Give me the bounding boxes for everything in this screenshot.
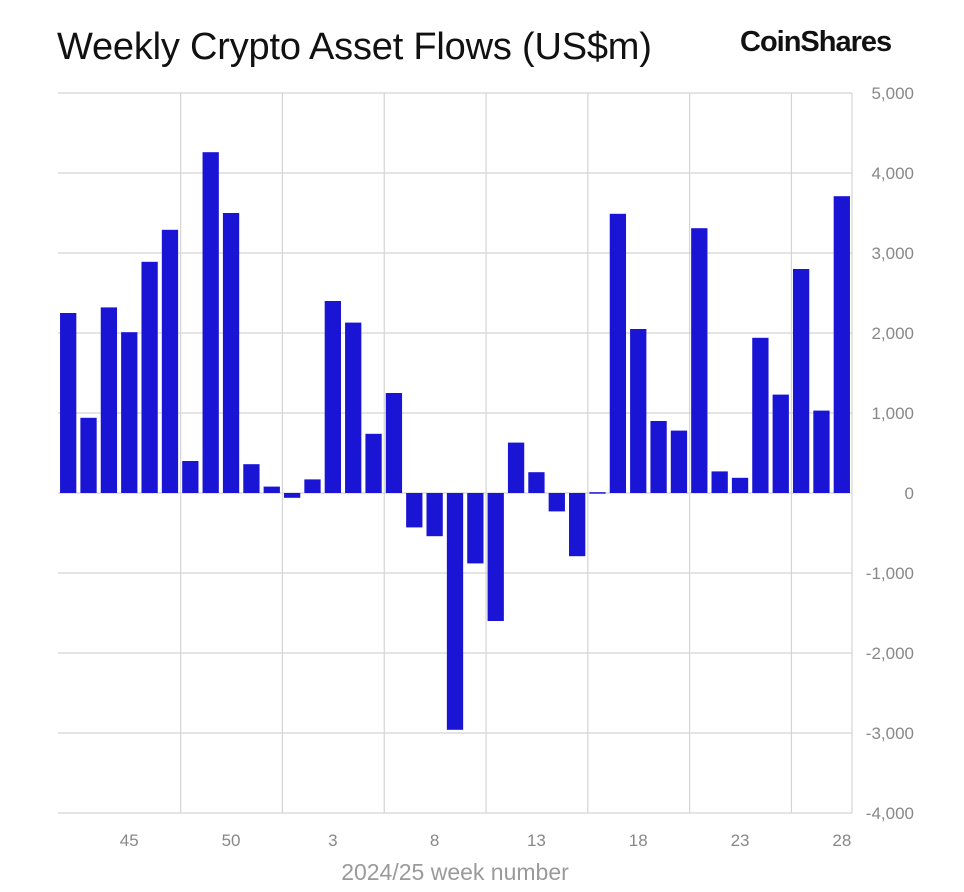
bar-week-3 bbox=[324, 301, 341, 493]
y-tick-label: 0 bbox=[905, 484, 914, 503]
bar-week-20 bbox=[670, 430, 688, 493]
bar-week-22 bbox=[711, 471, 728, 493]
bar-week-49 bbox=[202, 152, 219, 493]
vertical-gridlines bbox=[180, 93, 853, 813]
bar-week-14 bbox=[548, 493, 565, 512]
bar-week-28 bbox=[833, 196, 850, 493]
bar-week-1 bbox=[283, 493, 301, 498]
bar-week-21 bbox=[691, 228, 708, 493]
bar-week-46 bbox=[141, 261, 158, 493]
x-axis-title: 2024/25 week number bbox=[341, 859, 569, 885]
bar-week-4 bbox=[345, 322, 362, 493]
y-tick-label: 1,000 bbox=[871, 404, 914, 423]
bar-week-47 bbox=[161, 229, 179, 494]
bar-week-43 bbox=[80, 417, 97, 493]
bar-week-12 bbox=[507, 442, 525, 493]
bar-week-25 bbox=[772, 394, 789, 493]
y-tick-label: 4,000 bbox=[871, 164, 914, 183]
bar-week-11 bbox=[487, 493, 504, 621]
bar-week-8 bbox=[426, 493, 443, 537]
y-tick-label: 2,000 bbox=[871, 324, 914, 343]
x-tick-label: 18 bbox=[629, 831, 648, 850]
x-tick-label: 28 bbox=[832, 831, 851, 850]
y-tick-label: -3,000 bbox=[866, 724, 914, 743]
bar-week-10 bbox=[467, 493, 484, 564]
bar-series bbox=[60, 152, 850, 730]
x-axis-tick-labels: 45 50 3 8 13 18 23 28 bbox=[120, 831, 851, 850]
bar-week-16 bbox=[589, 492, 606, 494]
y-tick-label: 3,000 bbox=[871, 244, 914, 263]
x-tick-label: 50 bbox=[222, 831, 241, 850]
chart-title: Weekly Crypto Asset Flows (US$m) bbox=[57, 26, 652, 68]
y-tick-label: -1,000 bbox=[866, 564, 914, 583]
bar-week-23 bbox=[731, 477, 749, 493]
bar-week-17 bbox=[609, 213, 627, 494]
bar-week-50 bbox=[222, 213, 240, 493]
y-tick-label: 5,000 bbox=[871, 84, 914, 103]
bar-week-48 bbox=[182, 461, 199, 493]
x-tick-label: 23 bbox=[731, 831, 750, 850]
bar-week-24 bbox=[752, 337, 769, 493]
bar-week-42 bbox=[60, 313, 77, 493]
bar-week-2 bbox=[304, 479, 321, 493]
bar-week-5 bbox=[365, 433, 382, 493]
bar-week-18 bbox=[630, 329, 647, 493]
bar-week-44 bbox=[100, 307, 118, 493]
bar-week-45 bbox=[121, 332, 138, 493]
bar-week-6 bbox=[385, 393, 403, 493]
bar-week-27 bbox=[813, 410, 830, 493]
y-axis-tick-labels: 5,000 4,000 3,000 2,000 1,000 0 -1,000 -2,000 -3… bbox=[866, 84, 914, 823]
y-tick-label: -4,000 bbox=[866, 804, 914, 823]
y-tick-label: -2,000 bbox=[866, 644, 914, 663]
bar-week-15 bbox=[569, 493, 586, 557]
bar-week-52 bbox=[263, 486, 280, 493]
x-tick-label: 3 bbox=[328, 831, 337, 850]
bar-week-9 bbox=[446, 493, 464, 730]
bar-week-19 bbox=[650, 421, 667, 493]
bar-week-26 bbox=[792, 269, 810, 493]
x-tick-label: 45 bbox=[120, 831, 139, 850]
bar-week-7 bbox=[406, 493, 423, 528]
x-tick-label: 13 bbox=[527, 831, 546, 850]
x-tick-label: 8 bbox=[430, 831, 439, 850]
bar-week-51 bbox=[243, 464, 260, 493]
coinshares-logo: CoinShares bbox=[740, 26, 892, 58]
bar-week-13 bbox=[528, 472, 545, 493]
